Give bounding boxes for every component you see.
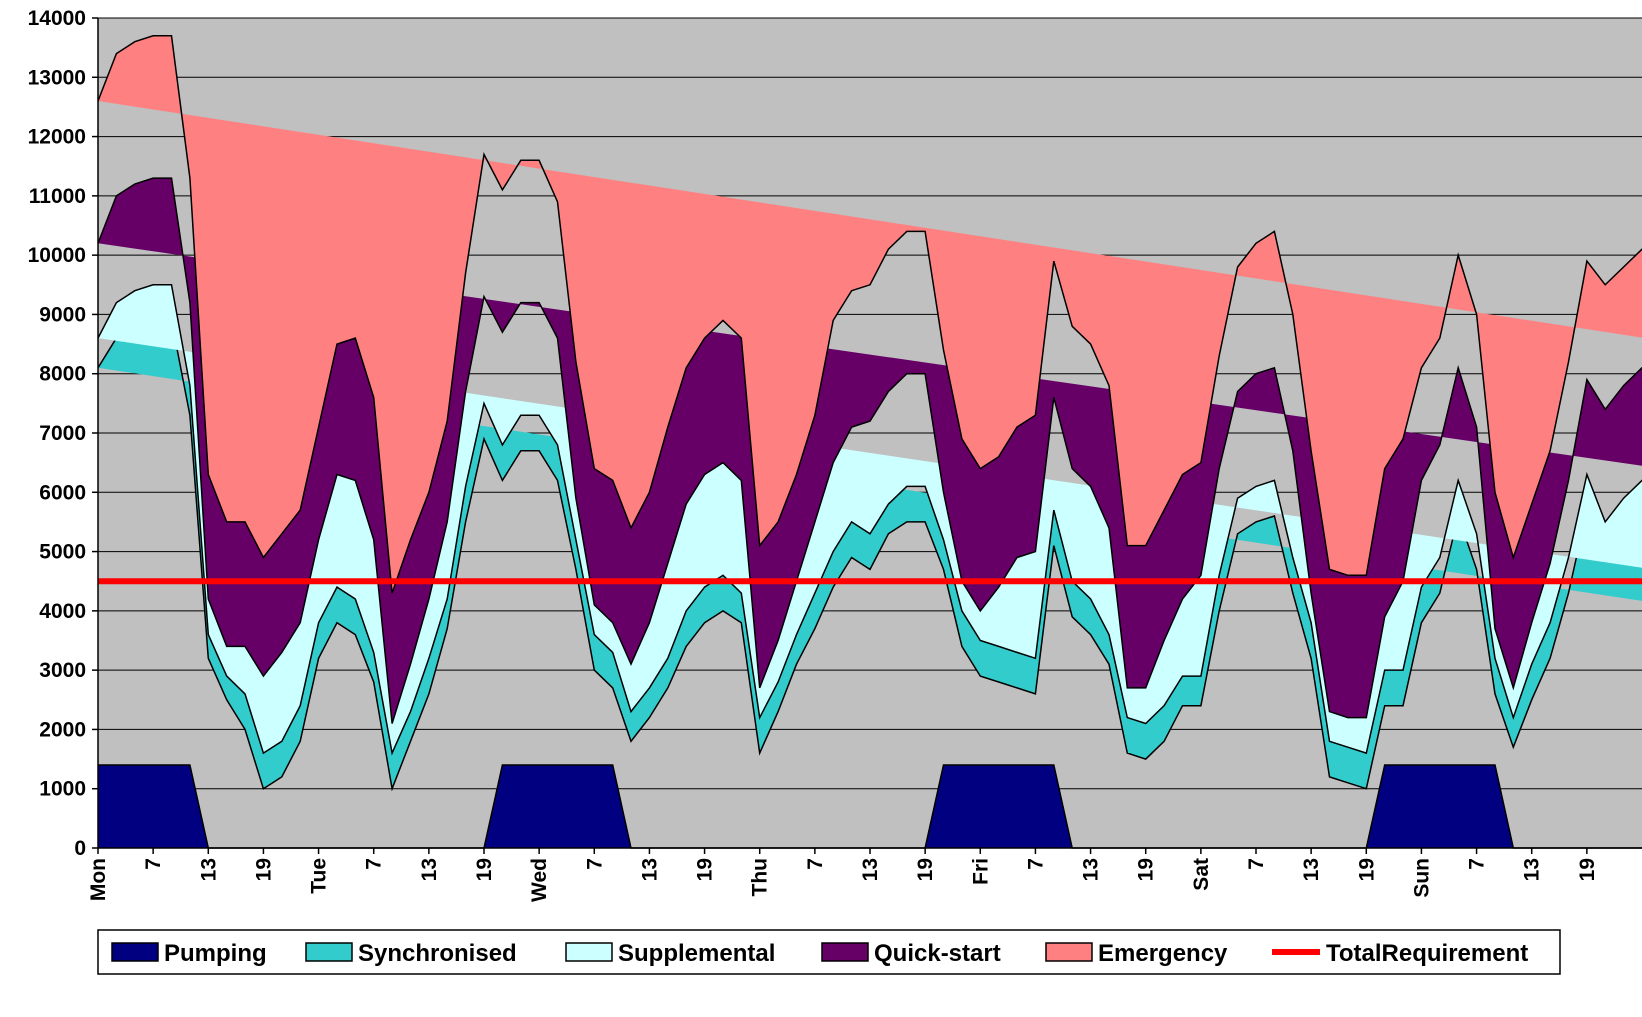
- y-tick-label: 7000: [39, 422, 86, 445]
- area-emergency: [98, 35, 1642, 594]
- x-tick-label: 7: [1466, 858, 1489, 870]
- y-tick-label: 6000: [39, 481, 86, 504]
- y-tick-label: 10000: [28, 244, 86, 267]
- x-tick-label: 7: [142, 858, 165, 870]
- area-outline-emergency: [97, 35, 1642, 594]
- legend-label: Quick-start: [874, 940, 1001, 967]
- y-tick-label: 3000: [39, 659, 86, 682]
- x-tick-label: 13: [1521, 858, 1544, 881]
- y-axis-ticks: 0 1000 2000 3000 4000 5000 6000 7000 8000 9000 100…: [28, 7, 98, 860]
- x-tick-label: 13: [859, 858, 882, 881]
- area-outline-quick-start: [97, 177, 1642, 724]
- x-tick-label: Wed: [528, 858, 551, 902]
- y-tick-label: 8000: [39, 363, 86, 386]
- x-tick-label: 7: [1024, 858, 1047, 870]
- x-tick-label: 7: [583, 858, 606, 870]
- x-tick-label: 7: [1245, 858, 1268, 870]
- legend-swatch-pumping: [111, 942, 159, 962]
- x-tick-label: 13: [197, 858, 220, 881]
- x-tick-label: 19: [473, 858, 496, 881]
- legend-swatch-emergency: [1045, 942, 1093, 962]
- x-tick-label: 19: [1355, 858, 1378, 881]
- y-tick-label: 1000: [39, 778, 86, 801]
- x-axis-ticks: Mon 7 13 19 Tue 7 13 19 Wed 7 13 19 Thu 7 13 19 Fri 7 13 19…: [87, 848, 1599, 902]
- legend-label: Supplemental: [618, 940, 775, 967]
- x-tick-label: Mon: [87, 858, 110, 901]
- legend-swatch-quick-start: [821, 942, 869, 962]
- x-tick-label: Thu: [749, 858, 772, 896]
- x-tick-label: 7: [804, 858, 827, 870]
- y-tick-label: 5000: [39, 541, 86, 564]
- legend-label: TotalRequirement: [1326, 940, 1528, 967]
- x-tick-label: 13: [1080, 858, 1103, 881]
- x-tick-label: 7: [363, 858, 386, 870]
- x-tick-label: 13: [638, 858, 661, 881]
- x-tick-label: Fri: [969, 858, 992, 885]
- y-tick-label: 12000: [28, 126, 86, 149]
- series-areas: [97, 35, 1642, 849]
- x-tick-label: 13: [1300, 858, 1323, 881]
- y-tick-label: 13000: [28, 66, 86, 89]
- y-tick-label: 2000: [39, 718, 86, 741]
- area-outline-synchronised: [97, 319, 1642, 792]
- legend-swatch-supplemental: [565, 942, 613, 962]
- legend-label: Emergency: [1098, 940, 1228, 967]
- x-tick-label: Tue: [308, 858, 331, 894]
- x-tick-label: Sun: [1410, 858, 1433, 898]
- area-outline-supplemental: [97, 284, 1642, 756]
- x-tick-label: 19: [252, 858, 275, 881]
- y-tick-label: 0: [74, 837, 86, 860]
- x-tick-label: 19: [1576, 858, 1599, 881]
- legend: Pumping Synchronised Supplemental Quick-sta…: [97, 929, 1561, 975]
- legend-swatch-synchronised: [305, 942, 353, 962]
- y-tick-label: 14000: [28, 7, 86, 30]
- y-tick-label: 9000: [39, 303, 86, 326]
- y-tick-label: 11000: [29, 185, 86, 208]
- x-tick-label: 13: [418, 858, 441, 881]
- legend-label: Pumping: [164, 940, 267, 967]
- area-pumping: [98, 765, 1642, 848]
- x-tick-label: Sat: [1190, 858, 1213, 891]
- legend-label: Synchronised: [358, 940, 517, 967]
- x-tick-label: 19: [694, 858, 717, 881]
- x-tick-label: 19: [1135, 858, 1158, 881]
- x-tick-label: 19: [914, 858, 937, 881]
- y-tick-label: 4000: [39, 600, 86, 623]
